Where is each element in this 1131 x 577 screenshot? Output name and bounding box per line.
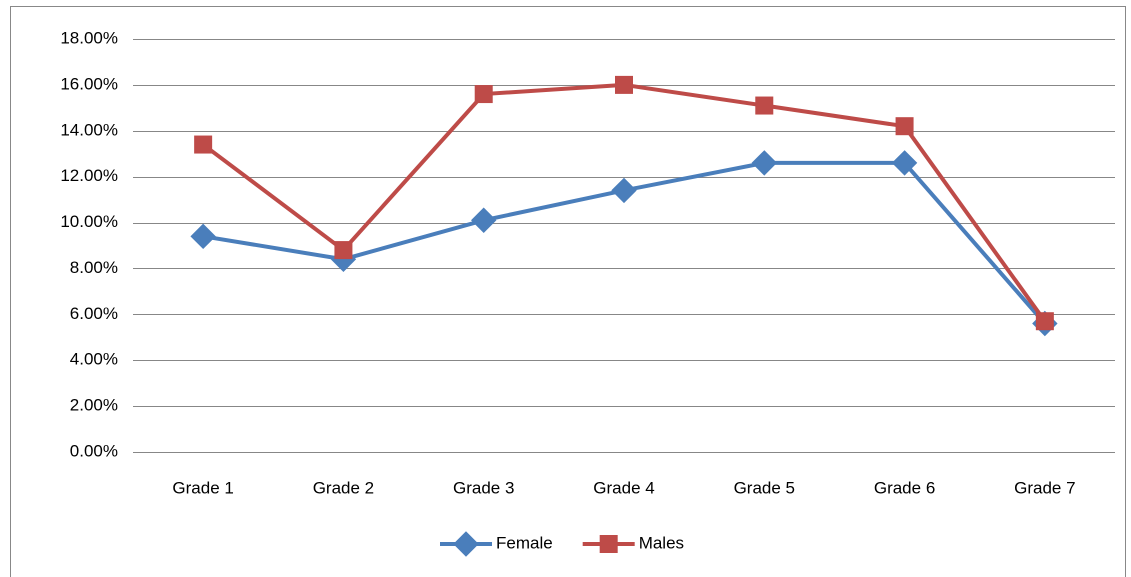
data-point xyxy=(895,117,914,136)
data-point xyxy=(1035,312,1054,331)
x-tick-label: Grade 4 xyxy=(593,478,654,497)
legend-marker xyxy=(599,535,618,553)
x-tick-label: Grade 1 xyxy=(172,478,233,497)
x-tick-label: Grade 7 xyxy=(1014,478,1075,497)
legend-label: Males xyxy=(639,533,684,552)
x-tick-label: Grade 5 xyxy=(734,478,795,497)
data-point xyxy=(471,207,497,233)
data-point xyxy=(891,150,918,176)
y-tick-label: 10.00% xyxy=(60,212,118,231)
y-tick-label: 4.00% xyxy=(70,350,118,369)
y-tick-label: 6.00% xyxy=(70,304,118,323)
data-point xyxy=(190,223,216,250)
data-point xyxy=(334,241,353,260)
data-point xyxy=(611,177,637,204)
data-point xyxy=(751,150,777,176)
data-point xyxy=(615,75,633,94)
y-tick-label: 16.00% xyxy=(60,74,118,93)
x-tick-label: Grade 6 xyxy=(874,478,935,497)
legend: Female Males xyxy=(440,531,684,557)
x-tick-label: Grade 3 xyxy=(453,478,514,497)
y-tick-label: 18.00% xyxy=(60,28,118,47)
y-tick-label: 8.00% xyxy=(70,258,118,277)
legend-label: Female xyxy=(496,533,553,552)
y-tick-label: 0.00% xyxy=(70,441,118,460)
x-tick-label: Grade 2 xyxy=(313,478,374,497)
y-tick-label: 12.00% xyxy=(60,166,118,185)
plot xyxy=(190,75,1058,337)
y-tick-label: 2.00% xyxy=(70,396,118,415)
chart-frame xyxy=(10,6,1126,577)
data-point xyxy=(474,85,493,104)
legend-marker xyxy=(453,531,479,557)
grid: 0.00% 2.00% 4.00% 6.00% 8.00% 10.00% 12.00% 14.… xyxy=(60,28,1115,497)
data-point xyxy=(755,96,774,115)
data-point xyxy=(194,135,213,154)
y-tick-label: 14.00% xyxy=(60,120,118,139)
